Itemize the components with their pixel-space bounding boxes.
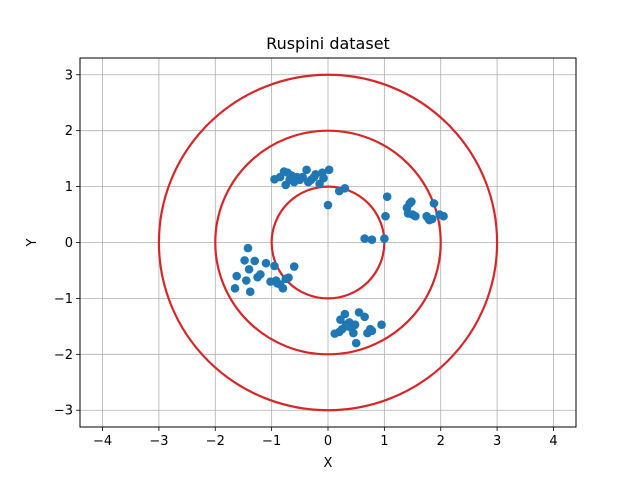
y-tick-label: −3: [54, 404, 73, 419]
data-point: [278, 284, 288, 293]
data-point: [323, 200, 333, 210]
data-points: [230, 165, 448, 348]
y-axis-title: Y: [25, 238, 40, 247]
y-tick-label: −2: [54, 348, 73, 363]
y-tick-label: 0: [65, 236, 73, 251]
data-point: [243, 243, 253, 253]
data-point: [303, 177, 313, 187]
data-point: [382, 192, 392, 201]
data-point: [377, 320, 386, 329]
x-tick-label: −4: [93, 434, 112, 449]
x-tick-label: 1: [380, 434, 388, 449]
circle-radius-3: [157, 73, 499, 412]
data-point: [302, 165, 311, 175]
data-point: [241, 276, 251, 285]
data-point: [336, 315, 345, 324]
data-point: [351, 338, 361, 348]
data-point: [367, 235, 377, 245]
data-point: [340, 183, 350, 193]
data-point: [411, 211, 420, 221]
x-tick-label: −2: [206, 434, 225, 449]
data-point: [380, 234, 389, 243]
data-point: [343, 322, 353, 331]
data-point: [245, 287, 255, 297]
data-point: [250, 256, 260, 266]
data-point: [349, 328, 358, 338]
data-point: [232, 271, 241, 281]
data-point: [318, 168, 327, 177]
data-point: [284, 273, 293, 283]
x-tick-label: 0: [324, 434, 332, 449]
x-tick-label: −1: [262, 434, 281, 449]
data-point: [256, 270, 265, 279]
ticks: −4 −3 −2 −1 0 1 2 3 4 −3 −2 −1 0 1 2 3: [54, 68, 558, 449]
y-tick-label: 3: [65, 68, 73, 83]
data-point: [381, 211, 390, 221]
x-tick-label: 2: [437, 434, 445, 449]
y-tick-label: −1: [54, 292, 73, 307]
data-point: [261, 258, 271, 268]
circle-radius-2: [214, 129, 442, 356]
data-point: [424, 214, 433, 223]
x-tick-label: −3: [149, 434, 168, 449]
data-point: [244, 265, 254, 274]
data-point: [407, 197, 416, 206]
data-point: [289, 262, 299, 271]
data-point: [429, 199, 439, 208]
data-point: [360, 234, 369, 243]
data-point: [309, 172, 319, 182]
x-tick-label: 4: [549, 434, 557, 449]
x-axis-title: X: [324, 456, 333, 471]
data-point: [439, 211, 448, 221]
data-point: [240, 256, 249, 265]
data-point: [350, 320, 360, 329]
y-tick-label: 2: [65, 124, 73, 139]
chart-title: Ruspini dataset: [266, 34, 390, 53]
data-point: [270, 261, 279, 271]
data-point: [367, 326, 377, 336]
grid: [80, 58, 576, 427]
data-point: [324, 165, 334, 175]
y-tick-label: 1: [65, 180, 73, 195]
data-point: [230, 284, 240, 293]
x-tick-label: 3: [493, 434, 501, 449]
data-point: [360, 312, 369, 322]
data-point: [295, 175, 305, 185]
